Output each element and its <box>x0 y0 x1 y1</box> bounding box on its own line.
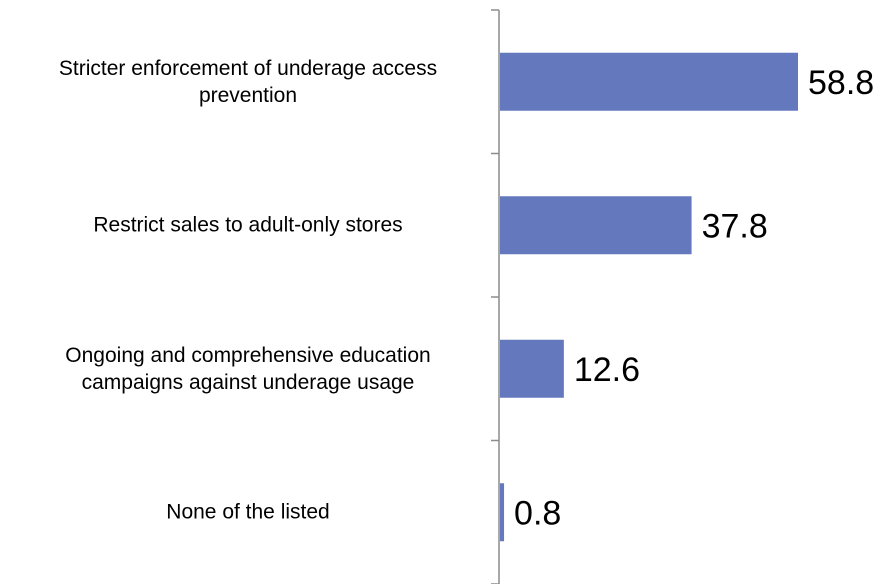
category-label-line: Restrict sales to adult-only stores <box>93 213 403 237</box>
value-labels: 58.8 37.8 12.6 0.8 <box>514 64 874 533</box>
bars <box>500 52 798 542</box>
value-label: 58.8 <box>808 64 874 102</box>
value-label: 12.6 <box>574 351 640 389</box>
bar <box>500 52 798 111</box>
bar <box>500 339 564 398</box>
category-label: Stricter enforcement of underage access p… <box>18 55 478 109</box>
category-label: Restrict sales to adult-only stores <box>18 212 478 239</box>
category-label: Ongoing and comprehensive education campa… <box>18 342 478 396</box>
category-label-line: prevention <box>198 83 298 107</box>
category-label-line: Ongoing and comprehensive education <box>65 343 431 367</box>
value-label: 37.8 <box>702 207 768 245</box>
value-label: 0.8 <box>514 494 561 532</box>
category-label-line: campaigns against underage usage <box>81 370 415 394</box>
category-label-line: Stricter enforcement of underage access <box>58 56 438 80</box>
category-axis <box>491 9 500 584</box>
category-label: None of the listed <box>18 499 478 526</box>
bar <box>500 483 505 542</box>
category-label-line: None of the listed <box>166 500 330 524</box>
bar <box>500 196 692 255</box>
